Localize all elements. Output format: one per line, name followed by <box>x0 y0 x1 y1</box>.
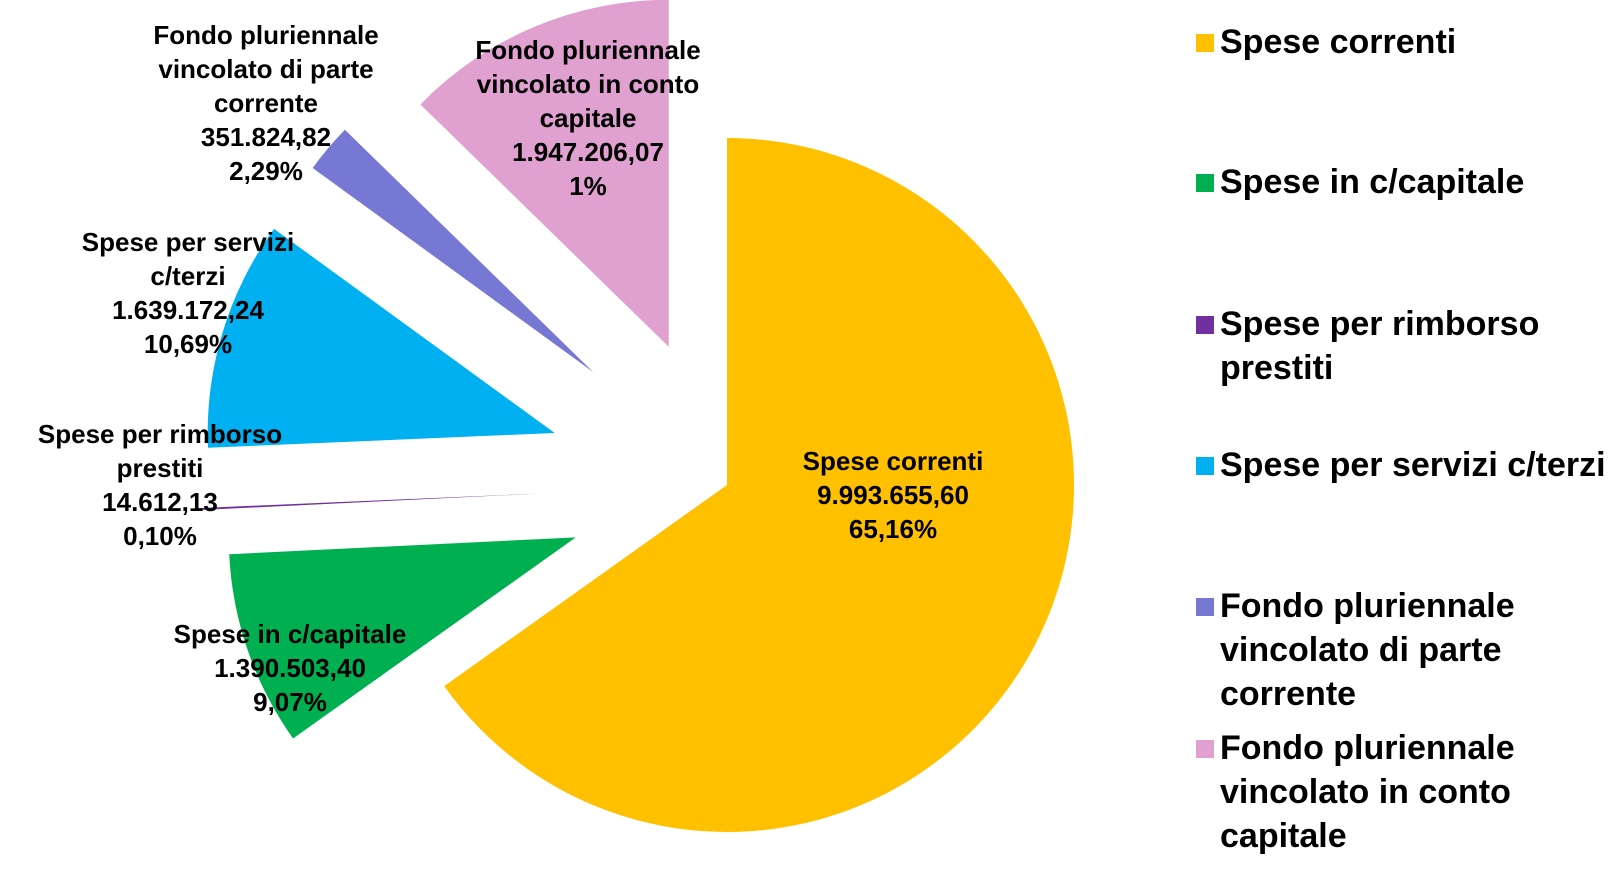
data-label: Spese in c/capitale 1.390.503,40 9,07% <box>130 617 450 719</box>
label-value: 1.947.206,07 <box>512 137 664 167</box>
legend-label: Spese in c/capitale <box>1220 163 1525 201</box>
data-label: Spese per servizi c/terzi 1.639.172,24 10,… <box>48 225 328 361</box>
legend-swatch <box>1196 740 1214 758</box>
label-percent: 0,10% <box>123 521 197 551</box>
label-category: Spese per rimborso prestiti <box>37 419 283 483</box>
legend-swatch <box>1196 34 1214 52</box>
legend-swatch <box>1196 598 1214 616</box>
data-label: Spese correnti 9.993.655,60 65,16% <box>733 444 1053 546</box>
pie-slice <box>229 537 576 739</box>
label-value: 1.390.503,40 <box>214 653 366 683</box>
data-label: Fondo pluriennale vincolato in conto cap… <box>443 33 733 203</box>
legend-label: Spese per rimborso prestiti <box>1220 305 1540 387</box>
label-value: 351.824,82 <box>200 122 332 152</box>
legend-item: Spese in c/capitale <box>1196 160 1610 204</box>
pie-slice <box>207 228 555 448</box>
legend-item: Fondo pluriennale vincolato di parte cor… <box>1196 584 1610 716</box>
label-percent: 65,16% <box>848 514 938 544</box>
label-percent: 9,07% <box>253 687 327 717</box>
label-category: Spese correnti <box>802 446 984 476</box>
legend-swatch <box>1196 316 1214 334</box>
legend-swatch <box>1196 457 1214 475</box>
label-percent: 1% <box>569 171 607 201</box>
label-value: 1.639.172,24 <box>112 295 264 325</box>
legend-label: Spese per servizi c/terzi <box>1220 446 1606 484</box>
legend-label: Fondo pluriennale vincolato in conto cap… <box>1220 729 1515 855</box>
pie-slice <box>444 138 1075 832</box>
label-value: 14.612,13 <box>102 487 218 517</box>
legend-label: Fondo pluriennale vincolato di parte cor… <box>1220 587 1515 713</box>
label-category: Spese in c/capitale <box>173 619 407 649</box>
legend-swatch <box>1196 174 1214 192</box>
legend-item: Spese per rimborso prestiti <box>1196 302 1610 390</box>
label-value: 9.993.655,60 <box>817 480 969 510</box>
data-label: Spese per rimborso prestiti 14.612,13 0,10… <box>0 417 320 553</box>
legend-item: Spese per servizi c/terzi <box>1196 443 1610 487</box>
legend-item: Fondo pluriennale vincolato in conto cap… <box>1196 726 1610 858</box>
label-category: Fondo pluriennale vincolato di parte cor… <box>153 20 379 118</box>
label-percent: 2,29% <box>229 156 303 186</box>
pie-slice <box>312 129 594 373</box>
pie-slice <box>195 493 543 511</box>
label-percent: 10,69% <box>143 329 233 359</box>
legend-label: Spese correnti <box>1220 23 1457 61</box>
legend-item: Spese correnti <box>1196 20 1610 64</box>
label-category: Spese per servizi c/terzi <box>81 227 295 291</box>
pie-slice <box>420 0 669 347</box>
data-label: Fondo pluriennale vincolato di parte cor… <box>121 18 411 188</box>
label-category: Fondo pluriennale vincolato in conto cap… <box>475 35 701 133</box>
